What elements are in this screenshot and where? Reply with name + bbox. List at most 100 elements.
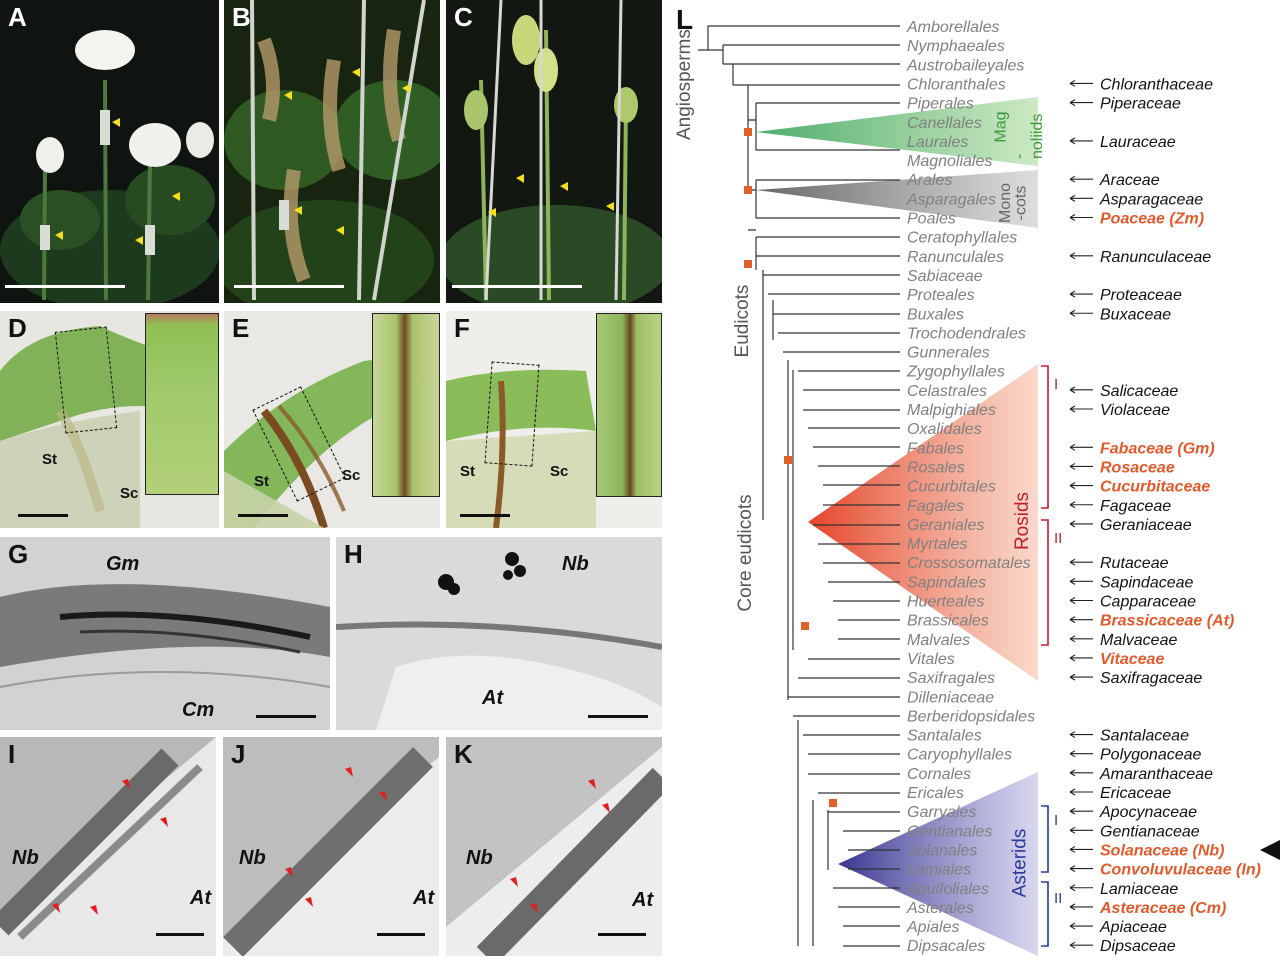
arrow-icon [1069,731,1093,739]
order-label: Arales [906,172,952,189]
clade-label-magnoliids-2: -noliids [1011,113,1046,159]
tree-node-marker [744,128,752,136]
arrow-icon [1069,577,1093,585]
rosids-wedge [808,364,1038,681]
family-label: Poaceae (Zm) [1100,211,1204,228]
order-label: Chloranthales [907,76,1006,93]
panel-g-em: G Gm Cm [0,537,330,730]
scale-bar [5,285,125,288]
rosids-group-i: I [1054,376,1059,393]
panel-a-image [0,0,219,303]
scion-label: Sc [120,485,139,502]
zoom-region-box [54,326,118,434]
order-label: Buxales [907,306,964,323]
family-label: Proteaceae [1100,287,1182,304]
panel-i-image [0,737,216,956]
asterid-brackets [1041,805,1049,947]
tree-node-marker [801,622,809,630]
family-labels: Chloranthaceae Piperaceae Lauraceae Araceae… [1099,76,1261,955]
order-label: Rosales [907,459,965,476]
order-label: Piperales [907,96,974,113]
order-labels: Amborellales Nymphaeales Austrobaileyales C… [906,19,1035,955]
order-label: Ceratophyllales [907,230,1017,247]
arrow-icon [1069,252,1093,260]
arrow-icon [1069,922,1093,930]
order-label: Cucurbitales [907,479,996,496]
arrow-icon [1069,194,1093,202]
clade-label-magnoliids-1: Mag [992,111,1010,143]
zoom-inset [372,313,440,497]
tree-node-marker [744,260,752,268]
order-label: Fabales [907,440,964,457]
order-label: Cornales [907,766,971,783]
family-label: Brassicaceae (At) [1100,613,1234,630]
panel-i-em: I Nb At [0,737,216,956]
family-label: Rutaceae [1100,555,1169,572]
asterids-wedge [838,772,1038,956]
family-label: Buxaceae [1100,306,1171,323]
panel-label-c: C [454,2,473,32]
arrow-icon [1069,826,1093,834]
family-label: Ericaceae [1100,785,1171,802]
stem-label: St [254,473,269,490]
family-label: Capparaceae [1100,594,1196,611]
clade-label-asterids: Asterids [1009,828,1031,898]
scale-bar [256,715,316,718]
order-label: Santalales [907,728,982,745]
arrow-icon [1069,482,1093,490]
clade-label-rosids: Rosids [1012,491,1034,551]
clade-label-core-eudicots: Core eudicots [735,494,756,612]
species-label-bottom: At [482,687,504,709]
order-label: Geraniales [907,517,984,534]
family-label: Apiaceae [1099,919,1167,936]
family-label: Fagaceae [1100,498,1171,515]
species-label-right: At [190,887,212,909]
family-label: Sapindaceae [1100,574,1194,591]
panel-label-k: K [454,739,473,769]
asterids-group-ii: II [1054,890,1063,907]
scion-label: Sc [342,467,361,484]
order-label: Dipsacales [907,938,985,955]
panel-label-d: D [8,313,27,343]
order-label: Berberidopsidales [907,708,1035,725]
order-label: Malpighiales [907,402,996,419]
order-label: Proteales [907,287,975,304]
order-label: Caryophyllales [907,747,1012,764]
clade-label-eudicots: Eudicots [732,284,753,358]
asterids-group-i: I [1054,812,1059,829]
panel-h-image [336,537,662,730]
scale-bar [598,933,646,936]
scale-bar [18,514,68,517]
clade-label-magnoliids: Mag -noliids [992,98,1052,160]
stem-label: St [460,463,475,480]
tree-node-marker [829,799,837,807]
order-label: Apiales [906,919,959,936]
rosid-brackets [1041,365,1049,646]
species-label-top: Nb [562,553,589,575]
panel-g-image [0,537,330,730]
panel-label-e: E [232,313,250,343]
tree-node-marker [744,186,752,194]
order-label: Dilleniaceae [907,689,994,706]
clade-label-monocots-2: -cots [1012,185,1030,221]
phylogeny-svg: Amborellales Nymphaeales Austrobaileyales C… [698,19,1280,956]
arrow-icon [1069,903,1093,911]
panel-label-b: B [232,2,251,32]
family-label: Polygonaceae [1100,747,1202,764]
magnoliids-wedge [756,97,1038,166]
order-label: Canellales [907,115,982,132]
arrow-icon [1069,309,1093,317]
order-label: Sabiaceae [907,268,983,285]
tree-branches [698,25,900,947]
scale-bar [452,285,582,288]
arrow-icon [1069,137,1093,145]
arrow-icon [1069,462,1093,470]
family-label: Salicaceae [1100,383,1178,400]
monocots-wedge [756,170,1038,228]
order-label: Celastrales [907,383,987,400]
tree-node-marker [784,456,792,464]
family-label: Dipsaceae [1100,938,1176,955]
family-label: Apocynaceae [1099,804,1197,821]
order-label: Vitales [907,651,955,668]
order-label: Gentianales [907,823,992,840]
